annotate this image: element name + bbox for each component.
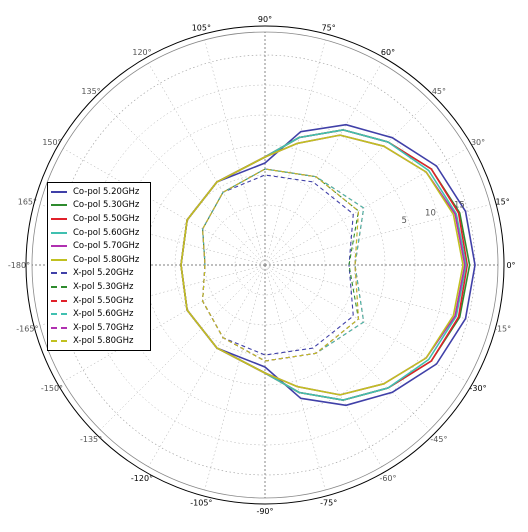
angular-gridline (148, 264, 266, 467)
legend-swatch (51, 245, 67, 248)
series-curve (202, 168, 365, 362)
angle-tick-label: -105° (190, 499, 212, 508)
angular-gridline (264, 63, 382, 266)
angle-tick-label: -120° (131, 474, 153, 483)
legend-entry: X-pol 5.60GHz (51, 307, 147, 321)
legend-label: Co-pol 5.20GHz (73, 186, 140, 197)
legend-label: Co-pol 5.50GHz (73, 213, 140, 224)
legend-swatch (51, 340, 67, 343)
series-curve (180, 123, 476, 407)
angle-tick-label: -60° (379, 474, 396, 483)
angle-tick-label: 30° (471, 138, 485, 147)
legend: Co-pol 5.20GHz Co-pol 5.30GHz Co-pol 5.50G… (47, 182, 151, 352)
angular-gridline (264, 39, 326, 266)
legend-swatch (51, 258, 67, 261)
legend-label: Co-pol 5.60GHz (73, 227, 140, 238)
legend-entry: X-pol 5.20GHz (51, 267, 147, 281)
angular-gridline (204, 264, 266, 491)
legend-swatch (51, 204, 67, 207)
legend-entry: Co-pol 5.60GHz (51, 226, 147, 240)
legend-swatch (51, 285, 67, 288)
angle-tick-label: 165° (18, 197, 37, 206)
angle-tick-label: -165° (16, 325, 38, 334)
angular-gridline (148, 63, 266, 266)
series-curve (202, 168, 360, 362)
angle-tick-label: 75° (322, 23, 336, 32)
legend-entry: Co-pol 5.20GHz (51, 185, 147, 199)
angle-tick-label: -180° (8, 261, 30, 270)
legend-label: X-pol 5.20GHz (73, 268, 134, 279)
legend-entry: X-pol 5.80GHz (51, 335, 147, 349)
angular-gridline (100, 100, 266, 266)
series-curve (180, 134, 464, 396)
series-curve (202, 168, 360, 362)
legend-label: X-pol 5.70GHz (73, 322, 134, 333)
series-curve (202, 168, 365, 362)
angular-gridline (39, 204, 266, 266)
legend-label: Co-pol 5.80GHz (73, 254, 140, 265)
series-curves (180, 123, 476, 407)
legend-entry: Co-pol 5.70GHz (51, 239, 147, 253)
angular-gridline (264, 100, 430, 266)
angle-tick-label: -135° (80, 435, 102, 444)
angular-gridline (264, 148, 467, 266)
legend-entry: Co-pol 5.30GHz (51, 199, 147, 213)
angle-tick-label: 120° (132, 48, 151, 57)
angle-tick-label: -150° (41, 384, 63, 393)
angle-tick-label: 0° (506, 261, 515, 270)
angular-gridline (63, 264, 266, 382)
radial-tick-label: 15 (454, 201, 465, 211)
angle-tick-label: -90° (256, 507, 273, 516)
legend-label: X-pol 5.30GHz (73, 281, 134, 292)
angle-tick-label: 135° (81, 87, 100, 96)
legend-entry: Co-pol 5.50GHz (51, 212, 147, 226)
legend-swatch (51, 217, 67, 220)
legend-label: Co-pol 5.30GHz (73, 200, 140, 211)
angle-tick-label: 150° (42, 138, 61, 147)
series-curve (202, 168, 360, 362)
angle-tick-label: -45° (430, 435, 447, 444)
legend-label: X-pol 5.50GHz (73, 295, 134, 306)
angle-tick-label: 60° (381, 48, 395, 57)
outer-ring (25, 25, 505, 505)
legend-swatch (51, 190, 67, 193)
angular-gridline (39, 264, 266, 326)
legend-label: Co-pol 5.70GHz (73, 241, 140, 252)
angle-tick-label: -15° (494, 325, 511, 334)
radial-tick-label: 5 (401, 216, 406, 226)
legend-entry: X-pol 5.50GHz (51, 294, 147, 308)
angle-tick-label: 105° (192, 23, 211, 32)
legend-entry: X-pol 5.70GHz (51, 321, 147, 335)
angle-tick-label: -75° (320, 499, 337, 508)
angular-gridline (264, 204, 491, 266)
angular-gridline (264, 264, 326, 491)
angle-tick-label: 15° (496, 197, 510, 206)
legend-entry: X-pol 5.30GHz (51, 280, 147, 294)
legend-swatch (51, 326, 67, 329)
legend-swatch (51, 313, 67, 316)
legend-swatch (51, 231, 67, 234)
legend-label: X-pol 5.80GHz (73, 336, 134, 347)
radial-tick-label: 10 (425, 208, 436, 218)
legend-swatch (51, 272, 67, 275)
radial-tick-labels: 5 10 15 (401, 201, 464, 227)
angle-tick-label: -30° (470, 384, 487, 393)
angular-gridline (264, 264, 430, 430)
legend-swatch (51, 299, 67, 302)
legend-entry: Co-pol 5.80GHz (51, 253, 147, 267)
angular-gridline (100, 264, 266, 430)
angle-tick-label: 90° (258, 15, 272, 24)
angular-gridline (264, 264, 467, 382)
angular-gridline (63, 148, 266, 266)
legend-label: X-pol 5.60GHz (73, 309, 134, 320)
angular-gridline (264, 264, 491, 326)
angular-gridline (264, 264, 382, 467)
angular-gridline (204, 39, 266, 266)
angle-tick-label: 45° (432, 87, 446, 96)
angle-tick-labels: 90° 75° 60° 45° 30° 15° 0° -15° -30° -45° -60° -75°… (8, 15, 516, 516)
